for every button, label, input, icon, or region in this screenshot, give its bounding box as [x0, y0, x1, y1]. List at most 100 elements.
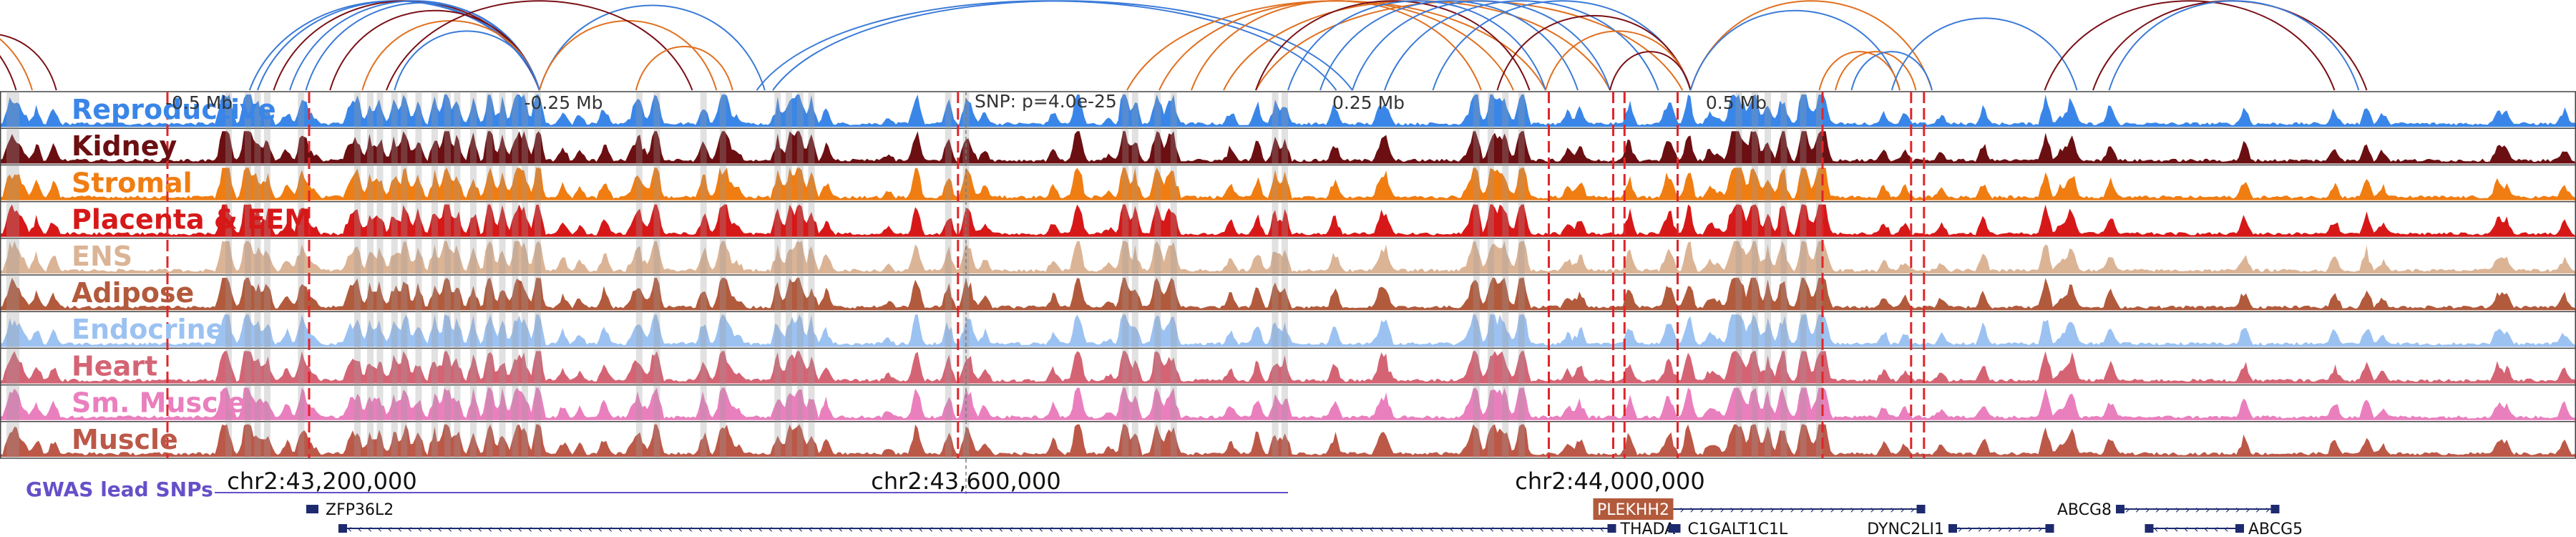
- strand-arrow: ›: [2245, 503, 2250, 516]
- highlight-region: [367, 92, 374, 458]
- highlight-region: [1282, 92, 1288, 458]
- strand-arrow: ‹: [1390, 522, 1394, 536]
- strand-arrow: ›: [2018, 522, 2022, 536]
- gene-exon: [2045, 524, 2054, 533]
- strand-arrow: ›: [2205, 503, 2210, 516]
- loop-arc: [394, 30, 540, 91]
- loop-arc: [2044, 0, 2336, 91]
- strand-arrow: ‹: [628, 522, 633, 536]
- strand-arrow: ‹: [728, 522, 733, 536]
- strand-arrow: ›: [2038, 522, 2042, 536]
- track-label: Stromal: [72, 167, 192, 198]
- gene-label: DYNC2LI1: [1867, 521, 1944, 537]
- strand-arrow: ›: [2215, 503, 2220, 516]
- highlight-region: [13, 92, 19, 458]
- strand-arrow: ‹: [889, 522, 893, 536]
- gene-label: ZFP36L2: [326, 501, 394, 519]
- track-placenta-eem: [0, 200, 2576, 237]
- strand-arrow: ‹: [588, 522, 592, 536]
- strand-arrow: ›: [1988, 522, 1992, 536]
- track-labels: Reproductive Kidney Stromal Placenta & EEM E…: [72, 94, 311, 455]
- strand-arrow: ‹: [528, 522, 532, 536]
- gene-label: PLEKHH2: [1597, 501, 1669, 519]
- highlight-region: [635, 92, 643, 458]
- strand-arrow: ‹: [1480, 522, 1484, 536]
- strand-arrow: ›: [1968, 522, 1972, 536]
- signal-track: [0, 278, 2576, 311]
- strand-arrow: ‹: [1330, 522, 1334, 536]
- loop-arc: [1319, 0, 1579, 91]
- highlight-regions: [6, 92, 1823, 458]
- chromatin-loops: [0, 0, 2368, 91]
- strand-arrow: ‹: [1590, 522, 1594, 536]
- strand-arrow: ›: [1760, 503, 1764, 516]
- strand-arrow: ‹: [1119, 522, 1123, 536]
- strand-arrow: ‹: [1510, 522, 1514, 536]
- axis-tick-label: chr2:44,000,000: [1515, 468, 1704, 495]
- strand-arrow: ‹: [1360, 522, 1364, 536]
- highlight-region: [1735, 92, 1742, 458]
- strand-arrow: ‹: [638, 522, 643, 536]
- highlight-region: [454, 92, 461, 458]
- strand-arrow: ‹: [558, 522, 562, 536]
- strand-arrow: ‹: [2194, 522, 2198, 536]
- track-ens: [0, 238, 2576, 274]
- strand-arrow: ‹: [478, 522, 482, 536]
- relative-position-label: 0.25 Mb: [1332, 92, 1405, 113]
- strand-arrow: ›: [1978, 522, 1982, 536]
- track-kidney: [0, 127, 2576, 164]
- strand-arrow: ‹: [538, 522, 542, 536]
- strand-arrow: ‹: [438, 522, 442, 536]
- strand-arrow: ‹: [458, 522, 462, 536]
- strand-arrow: ‹: [1139, 522, 1143, 536]
- strand-arrow: ›: [1780, 503, 1784, 516]
- relative-position-label: -0.25 Mb: [524, 92, 602, 113]
- strand-arrow: ›: [2265, 503, 2270, 516]
- strand-arrow: ‹: [949, 522, 953, 536]
- strand-arrow: ‹: [979, 522, 983, 536]
- strand-arrow: ‹: [799, 522, 803, 536]
- strand-arrow: ‹: [518, 522, 522, 536]
- strand-arrow: ›: [1840, 503, 1844, 516]
- strand-arrow: ›: [2125, 503, 2129, 516]
- strand-arrow: ›: [1800, 503, 1804, 516]
- track-label: Placenta & EEM: [72, 204, 311, 236]
- highlight-region: [431, 92, 438, 458]
- strand-arrow: ‹: [1580, 522, 1584, 536]
- strand-arrow: ›: [1750, 503, 1754, 516]
- loop-arc: [2108, 0, 2360, 91]
- highlight-region: [354, 92, 361, 458]
- strand-arrow: ‹: [1069, 522, 1073, 536]
- highlight-region: [512, 92, 519, 458]
- strand-arrow: ›: [2008, 522, 2012, 536]
- track-label: Heart: [72, 350, 157, 382]
- highlight-region: [298, 92, 305, 458]
- strand-arrow: ‹: [2204, 522, 2208, 536]
- strand-arrow: ‹: [1149, 522, 1153, 536]
- strand-arrow: ‹: [1600, 522, 1604, 536]
- loop-arc: [1384, 0, 1659, 91]
- track-sm-muscle: [0, 384, 2576, 420]
- strand-arrow: ‹: [508, 522, 512, 536]
- gene-label-box: [1593, 498, 1674, 520]
- strand-arrow: ‹: [1229, 522, 1234, 536]
- gene-plekhh2: ››››››››››››››››››››››››››››››PLEKHH2: [1593, 498, 1926, 520]
- track-reproductive: [0, 91, 2576, 127]
- loop-arc: [1890, 17, 2078, 91]
- signal-track: [0, 241, 2576, 274]
- strand-arrow: ›: [2028, 522, 2032, 536]
- highlight-region: [1518, 92, 1525, 458]
- strand-arrow: ›: [1998, 522, 2002, 536]
- signal-track: [0, 131, 2576, 164]
- strand-arrow: ‹: [1490, 522, 1494, 536]
- loop-arc: [635, 46, 733, 91]
- strand-arrow: ‹: [1209, 522, 1214, 536]
- highlight-region: [945, 92, 952, 458]
- strand-arrow: ›: [1790, 503, 1794, 516]
- gene-exon: [1607, 524, 1616, 533]
- strand-arrow: ›: [1958, 522, 1962, 536]
- strand-arrow: ›: [2195, 503, 2200, 516]
- strand-arrow: ‹: [758, 522, 763, 536]
- highlight-region: [796, 92, 804, 458]
- strand-arrow: ‹: [819, 522, 823, 536]
